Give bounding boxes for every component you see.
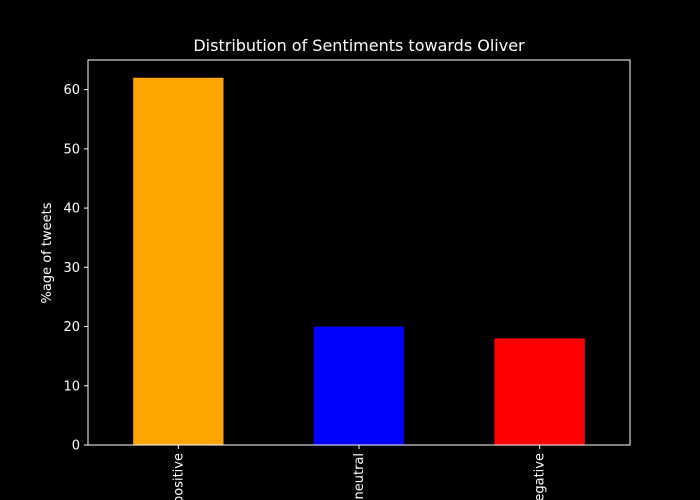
bar-positive <box>133 77 224 446</box>
plot-frame <box>87 59 631 446</box>
bars-group <box>133 77 585 446</box>
y-tick-label: 20 <box>63 320 80 335</box>
bar-negative <box>494 338 585 445</box>
x-tick-label: negative <box>533 453 548 500</box>
y-tick-label: 40 <box>63 202 80 217</box>
x-tick-label: positive <box>171 453 186 500</box>
y-tick-label: 30 <box>63 261 80 276</box>
y-tick-label: 50 <box>63 142 80 157</box>
bar-neutral <box>313 326 405 445</box>
y-tick-label: 10 <box>63 379 80 394</box>
y-tick-label: 0 <box>72 439 80 454</box>
chart-title: Distribution of Sentiments towards Olive… <box>193 36 525 55</box>
x-axis-ticks: positive neutral negative <box>171 445 548 500</box>
y-axis-ticks: 0 10 20 30 40 50 60 <box>63 83 88 454</box>
x-tick-label: neutral <box>352 453 367 500</box>
y-axis-label: %age of tweets <box>40 202 55 303</box>
y-tick-label: 60 <box>63 83 80 98</box>
